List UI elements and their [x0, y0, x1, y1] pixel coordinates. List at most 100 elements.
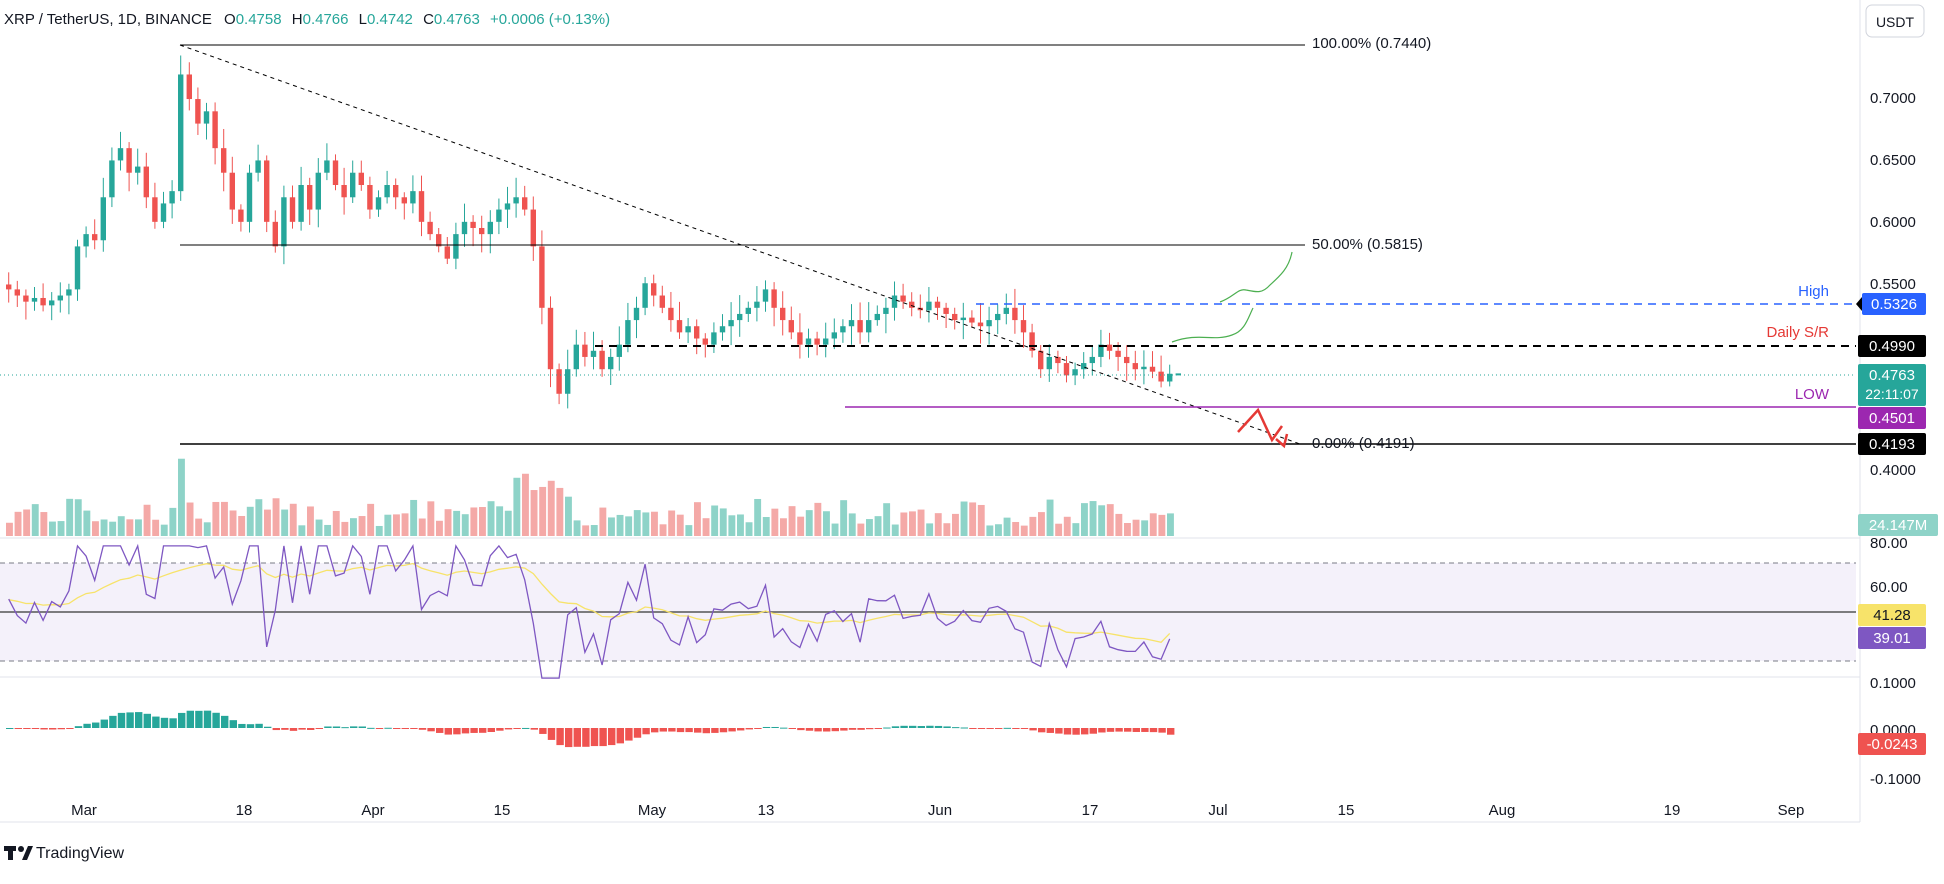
time-tick-10: Aug [1489, 802, 1516, 819]
macd-bar [1055, 728, 1063, 734]
candle-body [556, 369, 562, 394]
macd-bar [195, 710, 203, 728]
macd-bar [169, 718, 177, 728]
candlesticks [6, 55, 1181, 409]
macd-bar [1072, 728, 1080, 735]
volume-bar [694, 502, 701, 536]
macd-bar [315, 728, 323, 729]
bearish-arrow-head [1275, 433, 1289, 449]
candle-body [874, 313, 880, 321]
macd-bar [1124, 728, 1132, 732]
macd-bar [642, 728, 650, 735]
candle-body [367, 185, 373, 210]
macd-bar [590, 728, 599, 747]
macd-bar [573, 728, 581, 747]
volume-bar [436, 520, 443, 536]
macd-bar [977, 728, 986, 729]
volume-bar [487, 501, 495, 536]
macd-bar [496, 728, 504, 731]
volume-bar [49, 521, 56, 536]
candle-body [92, 234, 98, 241]
volume-bar [831, 523, 839, 536]
macd-bar [74, 726, 83, 728]
volume-badge [1858, 514, 1938, 536]
macd-bar [427, 728, 435, 732]
volume-bar [539, 486, 547, 536]
tradingview-logo-text: TradingView [36, 845, 124, 862]
volume-bar [427, 501, 435, 536]
currency-button[interactable]: USDT [1865, 4, 1925, 38]
macd-bar [212, 712, 220, 728]
macd-bar [659, 728, 667, 732]
volume-bar [960, 501, 968, 536]
volume-bar [995, 524, 1002, 536]
macd-bar [513, 728, 521, 729]
macd-bar [616, 728, 624, 744]
volume-bar [797, 516, 805, 536]
bearish-path[interactable] [1237, 407, 1284, 443]
volume-bar [573, 520, 581, 536]
candle-body [633, 307, 640, 321]
candle-body [565, 369, 571, 394]
macd-bar [1089, 728, 1097, 734]
volume-bar [737, 514, 744, 536]
macd-bar [1046, 728, 1054, 733]
candle-body [1029, 332, 1035, 351]
candle-body [1115, 350, 1121, 357]
volume-bar [659, 524, 667, 536]
macd-bar [1063, 728, 1072, 735]
time-axis[interactable]: Mar 18 Apr 15 May 13 Jun 17 Jul 15 Aug 1… [71, 802, 1804, 819]
candle-body [857, 320, 863, 333]
bullish-path-1[interactable] [1171, 307, 1254, 343]
bullish-path-2[interactable] [1219, 251, 1293, 303]
macd-bar [986, 728, 994, 729]
macd-bar [728, 728, 736, 732]
volume-bar [565, 496, 572, 536]
macd-bar [1158, 728, 1166, 733]
macd-bar [143, 713, 151, 728]
high-value: 0.4766 [303, 11, 349, 28]
candle-body [1003, 307, 1009, 314]
volume-bar [891, 524, 899, 536]
volume-bar [375, 525, 383, 536]
volume-bar [238, 515, 246, 536]
macd-bar [797, 728, 805, 731]
candle-body [504, 203, 511, 210]
macd-bar [883, 727, 891, 729]
macd-bar [504, 728, 513, 730]
macd-bar [900, 725, 908, 728]
macd-bar [57, 728, 65, 730]
macd-bar [307, 728, 315, 730]
volume-bar [625, 516, 633, 536]
candle-body [530, 209, 536, 247]
drawings[interactable]: 100.00% (0.7440) 50.00% (0.5815) 0.00% (… [179, 35, 1856, 452]
volume-bar [556, 487, 564, 536]
candle-body [487, 221, 493, 235]
candle-body [332, 160, 339, 185]
candle-body [599, 350, 605, 370]
volume-bar [264, 509, 271, 536]
macd-bar [943, 726, 951, 728]
volume-bar [719, 508, 727, 536]
macd-bar [358, 726, 366, 728]
candle-body [66, 289, 72, 296]
time-tick-5: 13 [758, 802, 775, 819]
macd-bar [160, 717, 169, 728]
candle-body [1106, 344, 1113, 351]
candle-body [977, 322, 984, 327]
volume-bar [324, 524, 332, 536]
volume-bar [444, 509, 452, 536]
candle-body [203, 111, 210, 124]
volume-bar [969, 502, 977, 536]
volume-bar [221, 501, 228, 536]
candle-body [49, 300, 55, 306]
candle-body [281, 197, 287, 247]
current-price-badge [1858, 364, 1926, 406]
tradingview-logo[interactable]: TradingView [4, 845, 124, 862]
descending-trendline[interactable] [179, 44, 1301, 445]
macd-bar [246, 724, 255, 728]
candle-body [496, 209, 502, 222]
volume-bar [178, 458, 185, 536]
volume-bar [1063, 516, 1071, 536]
